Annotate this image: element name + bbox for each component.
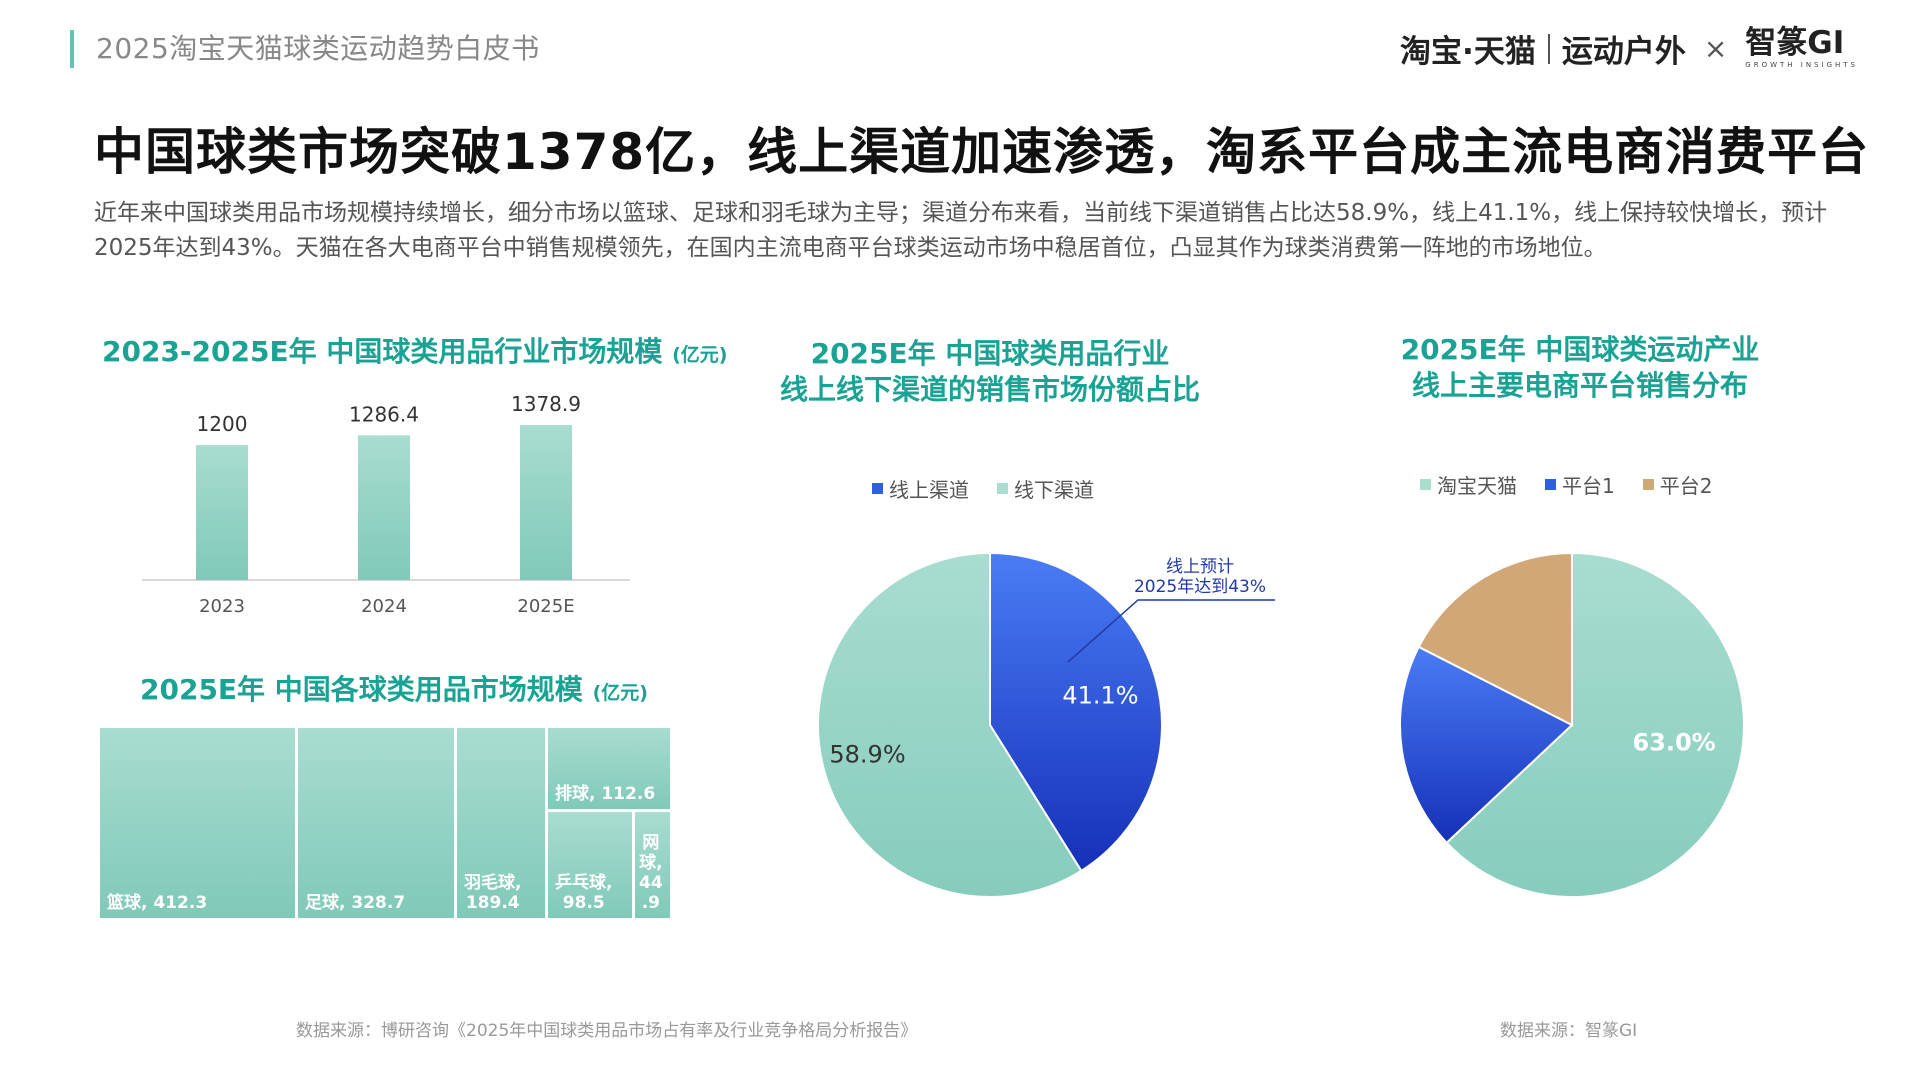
pie-value-label: 41.1%: [1062, 682, 1138, 710]
platform-pie-title: 2025E年 中国球类运动产业 线上主要电商平台销售分布: [1360, 332, 1800, 404]
legend-swatch-offline: [997, 483, 1008, 494]
brand-sports: 运动户外: [1561, 34, 1686, 70]
bar-category-label: 2024: [361, 596, 407, 617]
brand-gi-sub: GROWTH INSIGHTS: [1745, 61, 1858, 69]
legend-label-online: 线上渠道: [889, 478, 969, 502]
channel-pie-legend: 线上渠道 线下渠道: [872, 474, 1094, 503]
legend-swatch-platform1: [1545, 479, 1556, 490]
treemap-unit: (亿元): [592, 682, 648, 704]
treemap-cell-volleyball: 排球, 112.6: [548, 728, 673, 812]
legend-label-offline: 线下渠道: [1014, 478, 1094, 502]
treemap-label-badminton-l1: 羽毛球,: [464, 873, 522, 893]
treemap-title: 2025E年 中国各球类用品市场规模 (亿元): [140, 672, 648, 711]
bar-chart-title-text: 2023-2025E年 中国球类用品行业市场规模: [102, 335, 663, 368]
source-right: 数据来源：智篆GI: [1500, 1021, 1638, 1041]
treemap-title-text: 2025E年 中国各球类用品市场规模: [140, 673, 583, 706]
treemap-label-basketball: 篮球, 412.3: [107, 893, 208, 913]
channel-pie-title-l2: 线上线下渠道的销售市场份额占比: [779, 373, 1200, 406]
treemap-label-tennis: 网 球, 44 .9: [639, 833, 663, 913]
pie-slice-offline: [817, 551, 1083, 898]
pie-value-label: 63.0%: [1632, 729, 1715, 757]
report-title: 2025淘宝天猫球类运动趋势白皮书: [96, 32, 540, 65]
treemap-label-tennis-l2: 球,: [639, 853, 663, 873]
header-accent-bar: [70, 30, 74, 68]
pie-slice-platform2: [1417, 551, 1573, 727]
treemap-cell-tennis: 网 球, 44 .9: [635, 812, 673, 921]
brand-taobao: 淘宝·天猫: [1400, 34, 1536, 70]
brand-separator: [1547, 33, 1550, 64]
bar-chart-unit: (亿元): [672, 344, 728, 366]
platform-pie-title-l1: 2025E年 中国球类运动产业: [1400, 333, 1760, 366]
treemap-label-tennis-l3: 44: [639, 873, 663, 893]
bar-chart-title: 2023-2025E年 中国球类用品行业市场规模 (亿元): [102, 334, 727, 373]
bar-category-label: 2025E: [517, 596, 574, 617]
treemap-cell-badminton: 羽毛球, 189.4: [457, 728, 548, 921]
platform-pie-legend: 淘宝天猫 平台1 平台2: [1420, 470, 1712, 499]
platform-pie-chart: 63.0%: [1399, 551, 1745, 898]
pie-slice-taobao: [1445, 551, 1745, 898]
legend-label-taobao: 淘宝天猫: [1437, 474, 1517, 498]
legend-label-platform2: 平台2: [1659, 474, 1713, 498]
source-left: 数据来源：博研咨询《2025年中国球类用品市场占有率及行业竞争格局分析报告》: [296, 1021, 918, 1041]
channel-pie-title-l1: 2025E年 中国球类用品行业: [810, 337, 1170, 370]
brand-logo: 淘宝·天猫 运动户外 × 智篆GI GROWTH INSIGHTS: [1400, 26, 1858, 71]
bar-value-label: 1378.9: [511, 392, 581, 416]
pie-annotation-line: [1067, 599, 1275, 663]
bar-category-label: 2023: [199, 596, 245, 617]
bar-value-label: 1286.4: [349, 402, 419, 426]
treemap-label-pingpong-l2: 98.5: [562, 893, 605, 913]
treemap-label-tennis-l4: .9: [641, 893, 660, 913]
treemap-cell-basketball: 篮球, 412.3: [100, 728, 298, 921]
legend-item-online: 线上渠道: [872, 474, 969, 503]
legend-item-platform1: 平台1: [1545, 470, 1615, 499]
treemap-label-tennis-l1: 网: [642, 833, 660, 853]
treemap-label-badminton-l2: 189.4: [465, 893, 520, 913]
treemap-cell-football: 足球, 328.7: [298, 728, 457, 921]
legend-item-offline: 线下渠道: [997, 474, 1094, 503]
bar-2023: [196, 445, 248, 580]
treemap-label-pingpong-l1: 乒乓球,: [555, 873, 613, 893]
legend-item-platform2: 平台2: [1642, 470, 1713, 499]
brand-gi-name: 智篆GI: [1745, 25, 1845, 61]
pie-annotation-l1: 线上预计: [1166, 557, 1234, 577]
pie-slice-online: [989, 551, 1163, 873]
legend-item-taobao: 淘宝天猫: [1420, 470, 1517, 499]
treemap-cell-pingpong: 乒乓球, 98.5: [548, 812, 635, 921]
brand-x: ×: [1703, 32, 1728, 65]
bar-value-label: 1200: [197, 412, 248, 436]
brand-gi: 智篆GI GROWTH INSIGHTS: [1745, 28, 1858, 69]
treemap-label-football: 足球, 328.7: [305, 893, 406, 913]
legend-swatch-taobao: [1420, 479, 1431, 490]
platform-pie-title-l2: 线上主要电商平台销售分布: [1411, 369, 1748, 402]
pie-value-label: 58.9%: [829, 740, 905, 768]
bar-2024: [358, 435, 410, 580]
intro-paragraph: 近年来中国球类用品市场规模持续增长，细分市场以篮球、足球和羽毛球为主导；渠道分布…: [94, 200, 1828, 261]
legend-label-platform1: 平台1: [1562, 474, 1615, 498]
treemap-label-pingpong: 乒乓球, 98.5: [555, 873, 612, 913]
bar-2025E: [520, 425, 572, 580]
treemap-label-volleyball: 排球, 112.6: [555, 784, 656, 804]
page-title: 中国球类市场突破1378亿，线上渠道加速渗透，淘系平台成主流电商消费平台: [94, 123, 1870, 181]
pie-annotation-l2: 2025年达到43%: [1134, 577, 1266, 597]
pie-slice-platform1: [1399, 645, 1574, 845]
bar-chart: 1200 2023 1286.4 2024 1378.9 2025E: [142, 392, 630, 617]
legend-swatch-online: [872, 483, 883, 494]
treemap-label-badminton: 羽毛球, 189.4: [464, 873, 521, 913]
treemap-chart: 篮球, 412.3 足球, 328.7 羽毛球, 189.4 排球, 112.6…: [100, 728, 673, 921]
channel-pie-title: 2025E年 中国球类用品行业 线上线下渠道的销售市场份额占比: [770, 336, 1210, 408]
legend-swatch-platform2: [1642, 479, 1654, 490]
